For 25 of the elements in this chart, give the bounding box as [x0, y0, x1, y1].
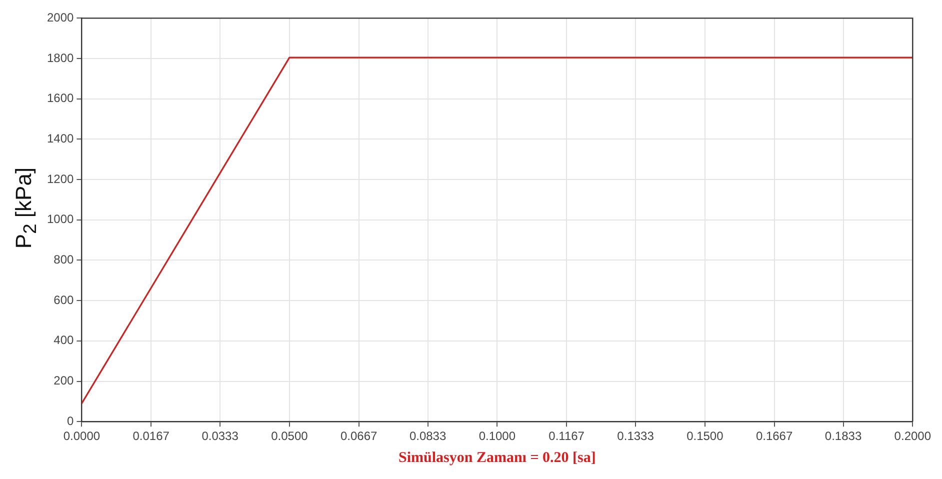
x-tick-label: 0.1833	[824, 429, 862, 444]
x-tick-label: 0.2000	[894, 429, 932, 444]
x-tick-label: 0.0833	[409, 429, 446, 444]
x-tick-label: 0.0167	[132, 429, 170, 444]
y-tick-label: 200	[54, 374, 74, 388]
y-tick-label: 600	[54, 292, 74, 307]
y-tick-label: 0	[67, 414, 74, 428]
x-tick-label: 0.0333	[202, 429, 239, 444]
x-tick-label: 0.1500	[686, 429, 724, 444]
x-axis-title: Simülasyon Zamanı = 0.20 [sa]	[398, 450, 596, 466]
y-tick-label: 1800	[46, 50, 74, 65]
y-tick-label: 1600	[46, 91, 74, 106]
x-tick-label: 0.1000	[478, 429, 516, 444]
y-tick-label: 1000	[46, 212, 74, 226]
y-tick-label: 1200	[46, 172, 74, 186]
y-tick-label: 1400	[46, 132, 74, 146]
x-tick-label: 0.0000	[63, 429, 100, 444]
x-tick-label: 0.1167	[548, 429, 585, 444]
y-tick-label: 400	[54, 333, 74, 348]
x-tick-label: 0.0667	[340, 429, 378, 444]
x-tick-label: 0.0500	[271, 429, 308, 444]
y-tick-label: 800	[54, 252, 74, 267]
y-tick-label: 2000	[46, 10, 74, 25]
x-tick-label: 0.1333	[617, 429, 654, 444]
x-tick-label: 0.1667	[756, 429, 793, 444]
